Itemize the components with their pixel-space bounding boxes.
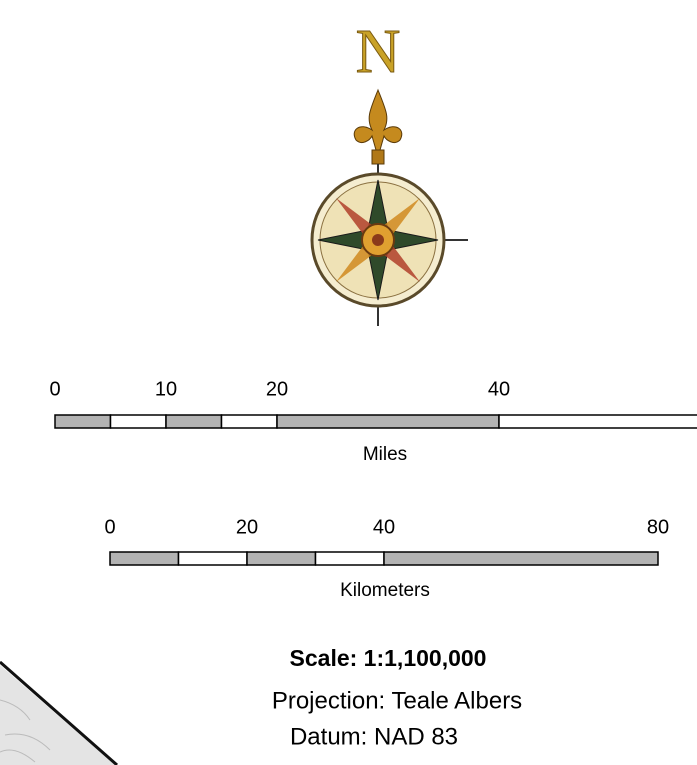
scale-tick-label: 20	[266, 378, 288, 400]
scale-segment	[109, 551, 180, 566]
scale-tick-label: 40	[373, 516, 395, 538]
scale-tick-label: 10	[155, 378, 177, 400]
scale-tick-label: 20	[236, 516, 258, 538]
scale-segment	[109, 414, 167, 429]
projection-text: Projection: Teale Albers	[272, 687, 522, 714]
datum-text: Datum: NAD 83	[290, 723, 458, 750]
scale-segment	[177, 551, 248, 566]
scale-segment	[383, 551, 659, 566]
compass-rose	[310, 88, 468, 326]
scale-segment	[246, 551, 317, 566]
scale-text: Scale: 1:1,100,000	[290, 645, 487, 671]
scale-tick-label: 40	[488, 378, 510, 400]
scale-tick-label: 0	[49, 378, 60, 400]
scale-segment	[314, 551, 385, 566]
scale-segment	[220, 414, 278, 429]
scale-segment	[498, 414, 697, 429]
scale-tick-label: 0	[104, 516, 115, 538]
scale-segment	[276, 414, 500, 429]
north-label: N	[356, 18, 401, 86]
scale-unit: Kilometers	[340, 580, 430, 601]
scale-unit: Miles	[363, 444, 407, 465]
map-corner	[0, 660, 118, 765]
scale-segment	[54, 414, 112, 429]
scale-tick-label: 80	[647, 516, 669, 538]
scale-segment	[165, 414, 223, 429]
